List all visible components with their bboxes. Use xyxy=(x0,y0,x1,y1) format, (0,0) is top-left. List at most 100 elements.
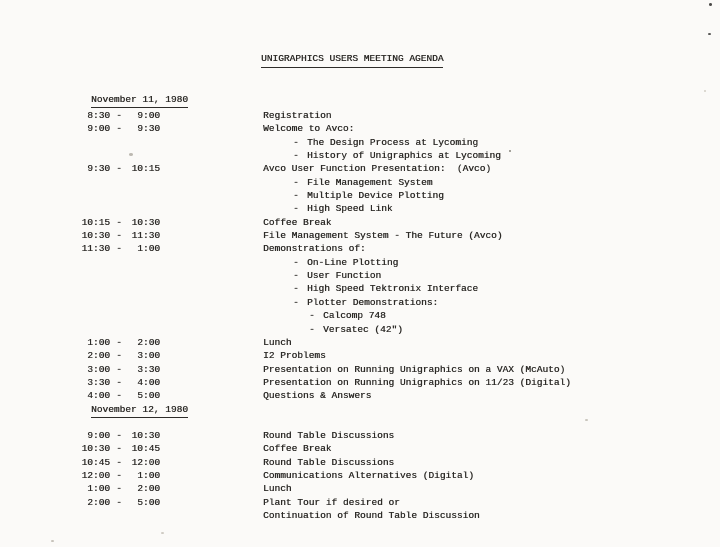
agenda-rows: 9:00-10:30 Round Table Discussions 10:30-1… xyxy=(80,429,700,522)
agenda-item: - Plotter Demonstrations: xyxy=(293,296,438,309)
scan-speck xyxy=(708,33,711,35)
agenda-row: 8:30- 9:00 Registration xyxy=(80,109,700,122)
time-separator: - xyxy=(116,230,122,242)
time-end: 5:00 xyxy=(137,390,160,402)
agenda-item-text: High Speed Link xyxy=(307,203,393,215)
agenda-rows: 8:30-9:00 Registration 9:00 - 9:30 Welcome to… xyxy=(80,109,700,403)
agenda-row: - Plotter Demonstrations: xyxy=(80,296,700,309)
agenda-item: - Calcomp 748 xyxy=(309,309,386,322)
agenda-row: 2:00- 5:00 Plant Tour if desired or xyxy=(80,496,700,509)
time-separator xyxy=(110,269,128,282)
bullet-dash: - xyxy=(309,310,315,322)
agenda-row: 1:00- 2:00 Lunch xyxy=(80,336,700,349)
scan-speck xyxy=(161,532,164,534)
time-end xyxy=(128,269,160,282)
time-end xyxy=(128,176,160,189)
agenda-row: - Multiple Device Plotting xyxy=(80,189,700,202)
agenda-row: Continuation of Round Table Discussion xyxy=(80,509,700,522)
agenda-row: 10:45-12:00 Round Table Discussions xyxy=(80,456,700,469)
agenda-row: 2:00- 3:00 I2 Problems xyxy=(80,349,700,362)
time-start: 10:45 xyxy=(81,456,110,468)
agenda-item-text: I2 Problems xyxy=(263,350,326,362)
bullet-dash: - xyxy=(293,203,299,215)
time-start: 2:00 xyxy=(87,350,110,362)
agenda-item-text: Registration xyxy=(263,110,332,121)
time-end xyxy=(128,256,160,269)
time-start: 4:00 xyxy=(87,390,110,402)
time-end: 4:00 xyxy=(137,376,160,388)
agenda-item: Presentation on Running Unigraphics on a… xyxy=(263,363,565,376)
agenda-item-text: Avco User Function Presentation: (Avco) xyxy=(263,163,492,175)
time-separator xyxy=(110,189,128,202)
agenda-item-text: Round Table Discussions xyxy=(263,456,395,468)
time-separator xyxy=(110,176,128,189)
time-start: 1:00 xyxy=(87,336,110,348)
agenda-item-text: The Design Process at Lycoming xyxy=(307,136,479,148)
agenda-item-text: Lunch xyxy=(263,483,292,495)
bullet-dash: - xyxy=(293,296,299,308)
time-end xyxy=(128,136,160,149)
time-start xyxy=(80,309,110,322)
time-end: 9:30 xyxy=(137,123,160,135)
agenda-item: Lunch xyxy=(263,336,292,349)
time-end xyxy=(128,323,160,336)
agenda-row: 10:30-10:45 Coffee Break xyxy=(80,442,700,455)
time-end: 3:00 xyxy=(137,350,160,362)
bullet-dash: - xyxy=(293,150,299,162)
time-separator: - xyxy=(116,496,122,508)
agenda-row: 9:00- 9:30 Welcome to Avco: xyxy=(80,122,700,135)
time-separator xyxy=(110,282,128,295)
agenda-item-text: High Speed Tektronix Interface xyxy=(307,283,479,295)
time-end xyxy=(128,282,160,295)
time-start: 10:30 xyxy=(81,230,110,242)
agenda-row: 3:00- 3:30 Presentation on Running Unigrap… xyxy=(80,363,700,376)
time-end xyxy=(128,296,160,309)
agenda-item: - The Design Process at Lycoming xyxy=(293,136,478,149)
agenda-item: Welcome to Avco: xyxy=(263,122,354,135)
time-start xyxy=(80,296,110,309)
time-separator: - xyxy=(116,376,122,388)
time-separator: - xyxy=(116,363,122,375)
bullet-dash: - xyxy=(293,283,299,295)
time-start: 9:00 xyxy=(87,123,110,135)
agenda-item: Coffee Break xyxy=(263,216,331,229)
agenda-row: 9:30-10:15 Avco User Function Presentatio… xyxy=(80,162,700,175)
agenda-row: - High Speed Link xyxy=(80,202,700,215)
time-end: 3:30 xyxy=(137,363,160,375)
agenda-item-text: Welcome to Avco: xyxy=(263,123,355,135)
time-start xyxy=(80,509,110,522)
time-end: 2:00 xyxy=(137,336,160,348)
agenda-item-text: History of Unigraphics at Lycoming xyxy=(307,150,501,162)
time-start xyxy=(80,136,110,149)
time-end: 12:00 xyxy=(131,456,160,468)
agenda-item-text: Communications Alternatives (Digital) xyxy=(263,470,474,482)
agenda-item: Coffee Break xyxy=(263,442,331,455)
time-separator: - xyxy=(116,336,122,348)
agenda-item-text: Multiple Device Plotting xyxy=(307,190,444,202)
time-separator: - xyxy=(116,470,122,482)
time-start: 10:30 xyxy=(81,443,110,455)
agenda-item: Round Table Discussions xyxy=(263,456,394,469)
time-separator: - xyxy=(116,216,122,228)
time-start xyxy=(80,323,110,336)
time-separator: - xyxy=(116,443,122,455)
agenda-row: 12:00- 1:00 Communications Alternatives (D… xyxy=(80,469,700,482)
agenda-item-text: On-Line Plotting xyxy=(307,256,399,268)
time-start: 3:00 xyxy=(87,363,110,375)
agenda-item: Continuation of Round Table Discussion xyxy=(263,509,480,522)
time-separator xyxy=(110,256,128,269)
agenda-item-text: Calcomp 748 xyxy=(323,310,386,322)
time-end xyxy=(128,509,160,522)
agenda-row: 1:00- 2:00 Lunch xyxy=(80,482,700,495)
agenda-item-text: File Management System xyxy=(307,176,433,188)
agenda-item: Presentation on Running Unigraphics on 1… xyxy=(263,376,571,389)
time-end: 10:45 xyxy=(131,443,160,455)
agenda-item-text: Round Table Discussions xyxy=(263,430,395,441)
time-start: 9:30 xyxy=(87,163,110,175)
bullet-dash: - xyxy=(293,270,299,282)
document-title: UNIGRAPHICS USERS MEETING AGENDA xyxy=(261,52,444,68)
bullet-dash: - xyxy=(293,136,299,148)
agenda-item-text: Demonstrations of: xyxy=(263,243,366,255)
day-heading: November 12, 1980 xyxy=(91,404,188,418)
time-end: 5:00 xyxy=(137,496,160,508)
